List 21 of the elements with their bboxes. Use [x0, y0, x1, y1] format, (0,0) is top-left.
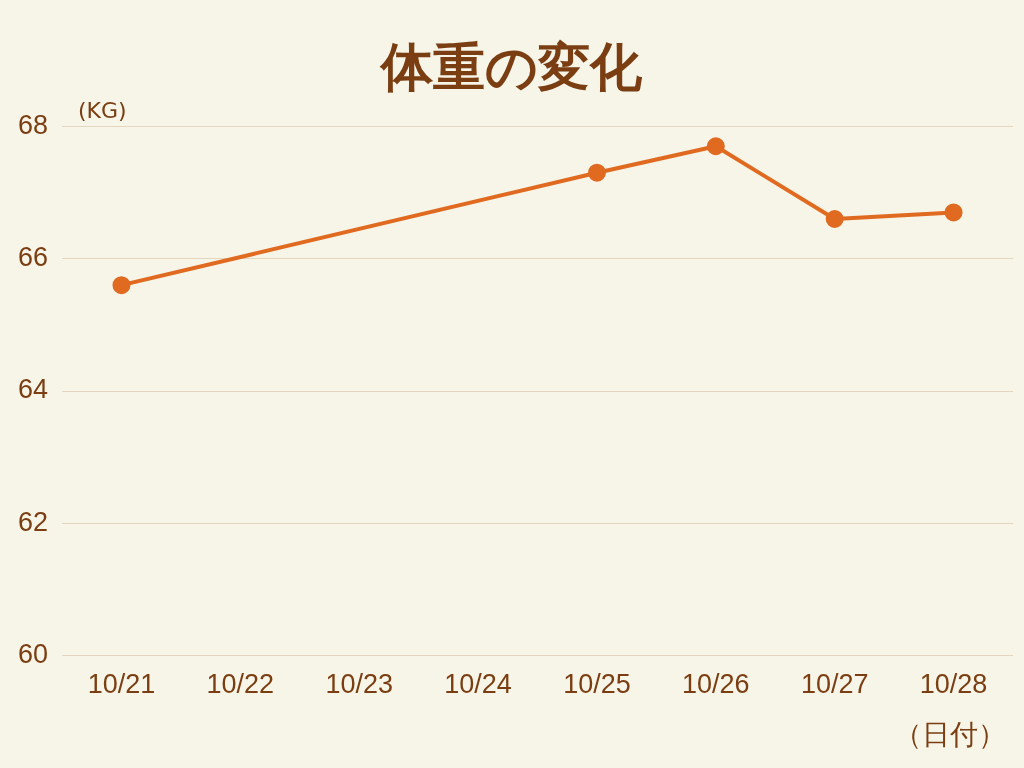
x-tick-label: 10/21	[87, 669, 156, 700]
point	[587, 163, 606, 182]
y-tick-label: 68	[17, 109, 49, 140]
x-tick-label: 10/27	[800, 669, 869, 700]
y-axis-title: (KG)	[78, 98, 127, 123]
y-tick-label: 66	[17, 242, 49, 273]
x-axis-title: （日付）	[894, 717, 1006, 753]
y-tick-label: 60	[17, 639, 49, 670]
y-tick-label: 64	[17, 374, 49, 405]
x-tick-label: 10/26	[682, 669, 750, 700]
x-tick-label: 10/24	[444, 669, 512, 700]
y-tick-label: 62	[17, 506, 49, 537]
x-tick-label: 10/23	[325, 669, 393, 700]
point	[706, 137, 725, 156]
chart-title: 体重の変化	[378, 36, 643, 97]
point	[112, 276, 131, 295]
x-tick-label: 10/28	[919, 669, 988, 700]
x-tick-label: 10/25	[563, 669, 631, 700]
point	[825, 210, 844, 229]
x-tick-label: 10/22	[206, 669, 275, 700]
point	[944, 203, 963, 222]
